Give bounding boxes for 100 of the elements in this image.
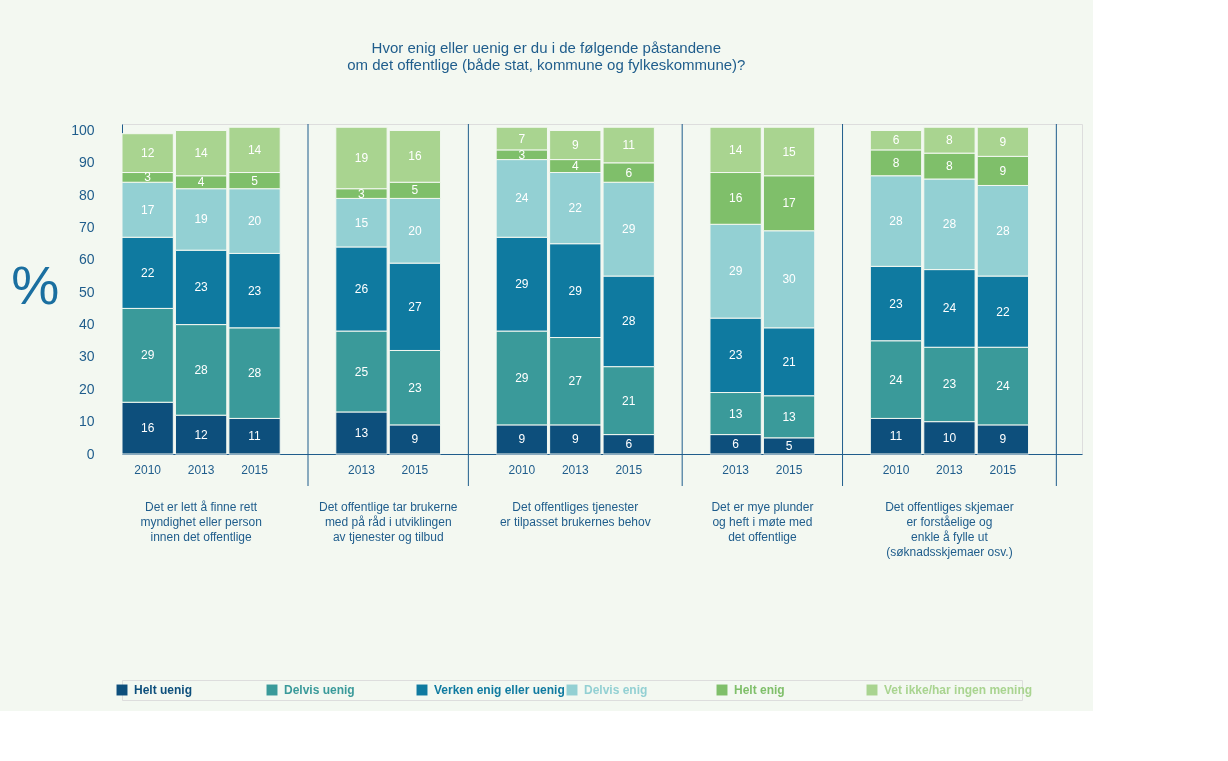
data-label: 12 [194, 427, 209, 442]
data-label: 23 [889, 296, 903, 311]
data-label: 14 [247, 142, 262, 157]
data-label: 23 [247, 283, 262, 298]
data-label: 29 [515, 370, 529, 385]
data-label: 28 [622, 314, 636, 329]
y-tick-label: 70 [78, 219, 95, 236]
data-label: 22 [140, 265, 155, 280]
y-tick-label: 40 [78, 316, 95, 333]
data-label: 9 [411, 432, 419, 447]
data-label: 29 [515, 277, 529, 292]
data-label: 28 [996, 223, 1010, 238]
data-label: 7 [518, 131, 526, 146]
data-label: 14 [728, 142, 743, 157]
data-label: 11 [248, 429, 262, 444]
data-label: 4 [571, 159, 579, 174]
data-label: 16 [728, 191, 743, 206]
data-label: 13 [728, 406, 743, 421]
data-label: 24 [889, 372, 903, 387]
data-label: 12 [140, 146, 155, 161]
chart-title: Hvor enig eller uenig er du i de følgende påstandene om det offentlige (både stat, kommune og fylkeskommune)? [347, 38, 746, 73]
data-label: 13 [782, 409, 797, 424]
data-label: 21 [622, 393, 636, 408]
y-tick-label: 10 [78, 413, 95, 430]
data-label: 6 [892, 133, 900, 148]
data-label: 28 [247, 366, 262, 381]
data-label: 8 [946, 159, 954, 174]
data-label: 24 [996, 379, 1010, 394]
data-label: 24 [942, 301, 957, 316]
data-label: 28 [942, 217, 957, 232]
data-label: 23 [942, 377, 957, 392]
y-tick-label: 20 [78, 380, 95, 397]
y-tick-label: 100 [71, 121, 95, 138]
x-tick-label: 2010 [134, 462, 162, 477]
data-label: 29 [140, 348, 155, 363]
data-label: 29 [568, 283, 583, 298]
data-label: 10 [942, 430, 957, 445]
data-label: 20 [247, 214, 262, 229]
data-label: 27 [408, 299, 422, 314]
data-label: 9 [999, 163, 1007, 178]
data-label: 9 [999, 432, 1007, 447]
data-label: 5 [251, 173, 259, 188]
data-label: 6 [625, 165, 633, 180]
legend-label: Delvis uenig [284, 683, 355, 697]
y-axis-title: % [11, 254, 60, 315]
y-tick-label: 80 [78, 186, 95, 203]
text: Det er lett å finne rett myndighet eller person innen det offentlige [140, 500, 262, 544]
text: Det offentliges tjenester er tilpasset brukernes behov [499, 500, 651, 529]
data-label: 26 [354, 282, 369, 296]
data-label: 17 [782, 196, 797, 211]
data-label: 19 [354, 150, 369, 165]
x-tick-label: 2015 [989, 462, 1017, 477]
data-label: 11 [889, 429, 903, 444]
text: Det er mye plunder og heft i møte med det offentlige [711, 500, 814, 544]
x-tick-label: 2010 [882, 462, 910, 477]
legend-label: Helt enig [734, 683, 785, 697]
legend-label: Delvis enig [584, 683, 648, 697]
x-tick-label: 2015 [775, 462, 803, 477]
data-label: 15 [354, 215, 369, 230]
data-label: 28 [194, 362, 209, 377]
data-label: 4 [197, 175, 205, 190]
data-label: 16 [408, 149, 422, 164]
text: Det offentliges skjemaer er forståelige og enkle å fylle ut (søknadsskjemaer osv.) [885, 500, 1014, 559]
data-label: 29 [728, 264, 743, 279]
data-label: 22 [568, 201, 583, 216]
data-label: 23 [408, 380, 422, 395]
y-tick-label: 60 [78, 251, 95, 268]
data-label: 6 [732, 437, 740, 452]
y-tick-label: 50 [78, 283, 95, 300]
data-label: 3 [144, 170, 152, 185]
x-tick-label: 2015 [401, 462, 429, 477]
data-label: 23 [728, 348, 743, 363]
y-tick-label: 30 [78, 348, 95, 365]
y-tick-label: 90 [78, 154, 95, 171]
x-tick-label: 2013 [722, 462, 750, 477]
data-label: 15 [782, 144, 797, 159]
data-label: 29 [622, 222, 636, 237]
x-tick-label: 2013 [936, 462, 964, 477]
x-tick-label: 2013 [187, 462, 215, 477]
data-label: 5 [411, 183, 419, 198]
data-label: 3 [518, 147, 526, 162]
data-label: 5 [785, 438, 793, 453]
x-tick-label: 2015 [241, 462, 269, 477]
data-label: 11 [622, 138, 636, 153]
data-label: 14 [194, 146, 209, 161]
data-label: 6 [625, 437, 633, 452]
x-tick-label: 2010 [508, 462, 536, 477]
data-label: 25 [354, 364, 369, 379]
data-label: 9 [571, 432, 579, 447]
data-label: 9 [571, 138, 579, 153]
y-tick-label: 0 [86, 445, 95, 462]
data-label: 27 [568, 374, 583, 389]
data-label: 17 [140, 202, 155, 217]
data-label: 19 [194, 212, 209, 227]
data-label: 23 [194, 280, 209, 295]
text: Det offentlige tar brukerne med på råd i utviklingen av tjenester og tilbud [318, 500, 458, 544]
data-label: 9 [999, 134, 1007, 149]
data-label: 3 [358, 186, 366, 201]
x-tick-label: 2013 [561, 462, 589, 477]
legend-label: Helt uenig [134, 683, 193, 697]
